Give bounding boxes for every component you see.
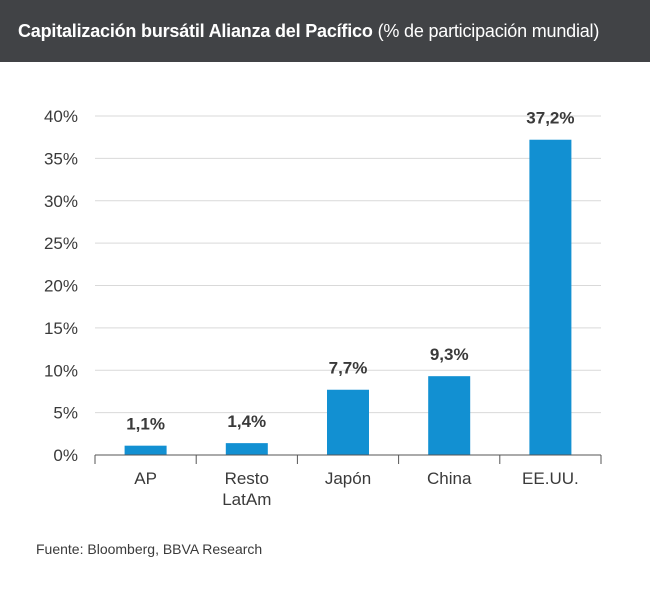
- bar-value-label: 1,4%: [227, 412, 266, 431]
- source-note: Fuente: Bloomberg, BBVA Research: [36, 541, 263, 557]
- bar-value-label: 37,2%: [526, 109, 574, 128]
- y-tick-label: 35%: [44, 149, 78, 168]
- y-tick-label: 20%: [44, 277, 78, 296]
- x-tick-label: China: [427, 469, 472, 488]
- x-tick-label: Japón: [325, 469, 371, 488]
- bar: [225, 443, 268, 455]
- axes: [94, 454, 602, 464]
- x-tick-label: AP: [134, 469, 157, 488]
- y-tick-label: 5%: [53, 404, 78, 423]
- bar-value-label: 7,7%: [329, 359, 368, 378]
- y-tick-label: 25%: [44, 234, 78, 253]
- labels: 0% 5% 10% 15% 20% 25% 30% 35% 40% 1,1% AP 1,4% Resto…: [44, 107, 579, 509]
- bar: [529, 139, 572, 455]
- gridlines: [95, 115, 601, 414]
- bar: [428, 376, 471, 455]
- bar-chart: 0% 5% 10% 15% 20% 25% 30% 35% 40% 1,1% AP 1,4% Resto…: [44, 107, 602, 509]
- bar: [327, 389, 369, 455]
- bars: [124, 139, 572, 455]
- y-tick-label: 30%: [44, 192, 78, 211]
- x-tick-label: Resto: [225, 469, 269, 488]
- bar-value-label: 1,1%: [126, 415, 165, 434]
- y-tick-label: 0%: [53, 446, 78, 465]
- y-tick-label: 10%: [44, 361, 78, 380]
- chart-subtitle: (% de participación mundial): [377, 20, 600, 41]
- y-tick-label: 40%: [44, 107, 78, 126]
- bar: [124, 445, 167, 455]
- y-tick-label: 15%: [44, 319, 78, 338]
- chart-header: Capitalización bursátil Alianza del Pací…: [0, 0, 650, 62]
- chart-title: Capitalización bursátil Alianza del Pací…: [18, 20, 373, 41]
- x-tick-label: EE.UU.: [522, 469, 579, 488]
- bar-value-label: 9,3%: [430, 345, 469, 364]
- x-tick-label: LatAm: [222, 490, 271, 509]
